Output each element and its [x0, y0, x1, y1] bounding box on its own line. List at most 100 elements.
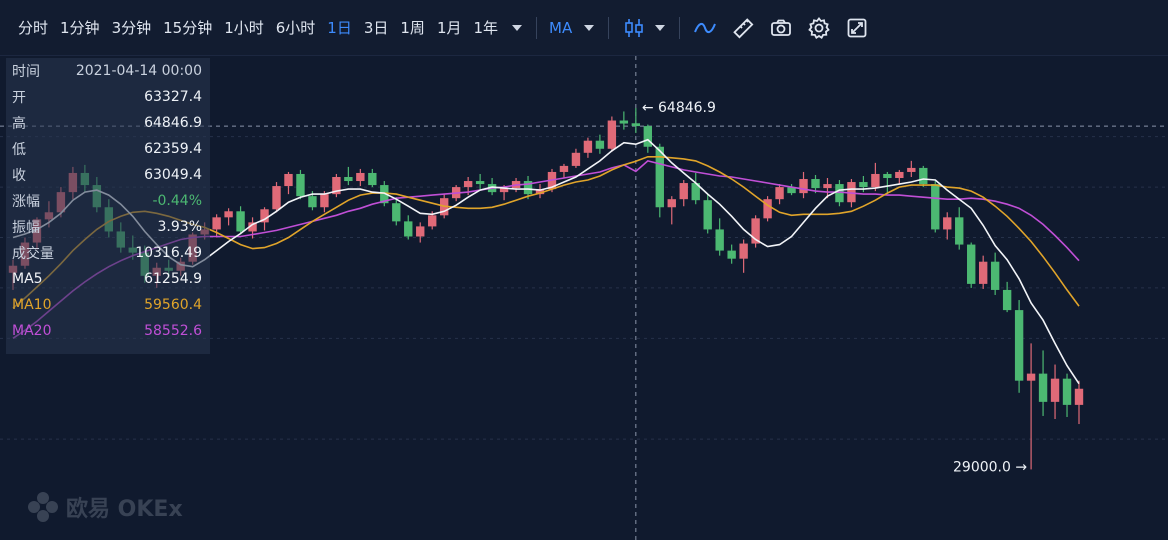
info-label: 涨幅	[12, 194, 40, 210]
candle-body	[248, 222, 257, 232]
info-label: 开	[12, 90, 26, 106]
candle-body	[847, 182, 856, 203]
candle-body	[404, 221, 413, 237]
candle-body	[1038, 373, 1048, 402]
candle-body	[1002, 289, 1012, 311]
candle-body	[667, 199, 676, 208]
chart-type-caret[interactable]	[655, 24, 666, 31]
info-label: 低	[12, 142, 26, 158]
candle-body	[799, 179, 808, 194]
candle-body	[1062, 378, 1072, 405]
info-value: 59560.4	[144, 297, 202, 313]
candle-body	[332, 177, 341, 195]
candle-body	[224, 211, 233, 218]
high-annotation: ← 64846.9	[642, 100, 716, 116]
timeframe-button[interactable]: 1年	[473, 19, 499, 37]
candle-body	[356, 172, 365, 182]
candle-body	[619, 120, 629, 124]
candle-body	[883, 173, 892, 179]
candle-body	[475, 181, 485, 185]
candle-body	[463, 181, 473, 188]
fullscreen-icon[interactable]	[844, 15, 870, 41]
candle-body	[535, 189, 545, 195]
timeframe-button[interactable]: 3分钟	[111, 19, 152, 37]
timeframe-button[interactable]: 1月	[436, 19, 462, 37]
candle-body	[1074, 388, 1084, 405]
more-timeframes-caret[interactable]	[512, 24, 523, 31]
info-volume-row: 成交量 10316.49	[12, 242, 202, 264]
info-close-row: 收 63049.4	[12, 164, 202, 186]
timeframe-button[interactable]: 1小时	[224, 19, 264, 37]
timeframe-button[interactable]: 15分钟	[163, 19, 213, 37]
candle-body	[967, 244, 976, 284]
candle-body	[523, 181, 533, 195]
candle-body	[943, 217, 952, 230]
info-label: MA5	[12, 271, 43, 287]
candle-body	[703, 200, 712, 230]
settings-gear-icon[interactable]	[806, 15, 832, 41]
ruler-icon[interactable]	[730, 15, 756, 41]
indicator-selector[interactable]: MA	[549, 18, 573, 37]
timeframe-button[interactable]: 6小时	[275, 19, 316, 37]
candle-body	[751, 218, 760, 244]
chart-type-candle-icon[interactable]	[621, 15, 647, 41]
toolbar: 分时 1分钟 3分钟 15分钟 1小时 6小时 1日 3日 1周 1月 1年 MA	[0, 0, 1168, 56]
candle-body	[212, 217, 221, 230]
camera-icon[interactable]	[768, 15, 794, 41]
candle-body	[595, 140, 605, 149]
ohlc-info-panel: 时间 2021-04-14 00:00 开 63327.4 高 64846.9 低 62…	[6, 58, 210, 354]
line-draw-icon[interactable]	[692, 15, 718, 41]
info-value: 10316.49	[135, 245, 202, 261]
candle-body	[679, 183, 688, 200]
info-value: 63327.4	[144, 89, 202, 105]
info-value: -0.44%	[152, 193, 202, 209]
candle-body	[655, 146, 664, 208]
info-label: MA20	[12, 323, 52, 339]
candle-body	[919, 167, 928, 185]
info-ma20-row: MA20 58552.6	[12, 320, 202, 342]
timeframe-button[interactable]: 1周	[400, 19, 425, 37]
candle-body	[368, 172, 377, 186]
candle-body	[931, 184, 940, 230]
candle-body	[955, 217, 964, 245]
candle-body	[284, 173, 293, 187]
candle-body	[571, 152, 581, 166]
candle-body	[1026, 373, 1036, 381]
timeframe-button[interactable]: 1分钟	[60, 19, 100, 37]
info-ma10-row: MA10 59560.4	[12, 294, 202, 316]
candle-body	[775, 187, 784, 200]
timeframe-button[interactable]: 3日	[363, 19, 389, 37]
info-value: 62359.4	[144, 141, 202, 157]
timeframe-button[interactable]: 分时	[18, 19, 49, 37]
info-open-row: 开 63327.4	[12, 86, 202, 108]
info-label: 成交量	[12, 246, 54, 262]
candle-body	[559, 165, 569, 172]
candle-body	[1050, 378, 1060, 402]
indicator-caret[interactable]	[584, 24, 595, 31]
toolbar-divider	[608, 16, 610, 39]
candle-body	[260, 209, 269, 223]
info-value: 2021-04-14 00:00	[75, 63, 202, 79]
candle-body	[416, 226, 425, 237]
info-label: 收	[12, 168, 26, 184]
candle-body	[895, 171, 904, 179]
info-value: 63049.4	[144, 167, 202, 183]
info-low-row: 低 62359.4	[12, 138, 202, 160]
candle-body	[763, 199, 772, 219]
timeframe-button[interactable]: 1日	[327, 19, 352, 37]
okex-watermark: 欧易 OKEx	[26, 490, 183, 524]
watermark-text: 欧易 OKEx	[66, 497, 183, 522]
candle-body	[715, 229, 724, 251]
candle-body	[871, 173, 880, 188]
info-value: 58552.6	[144, 323, 202, 339]
candle-body	[308, 196, 317, 208]
low-annotation: 29000.0 →	[953, 459, 1027, 475]
info-label: 高	[12, 116, 26, 132]
candle-body	[499, 188, 509, 193]
toolbar-divider	[679, 16, 681, 39]
candle-body	[344, 177, 353, 182]
candlestick-chart[interactable]: ← 64846.9 29000.0 →	[0, 56, 1168, 540]
candle-body	[978, 261, 988, 284]
candle-body	[1014, 310, 1024, 381]
okex-logo-icon	[28, 492, 58, 522]
